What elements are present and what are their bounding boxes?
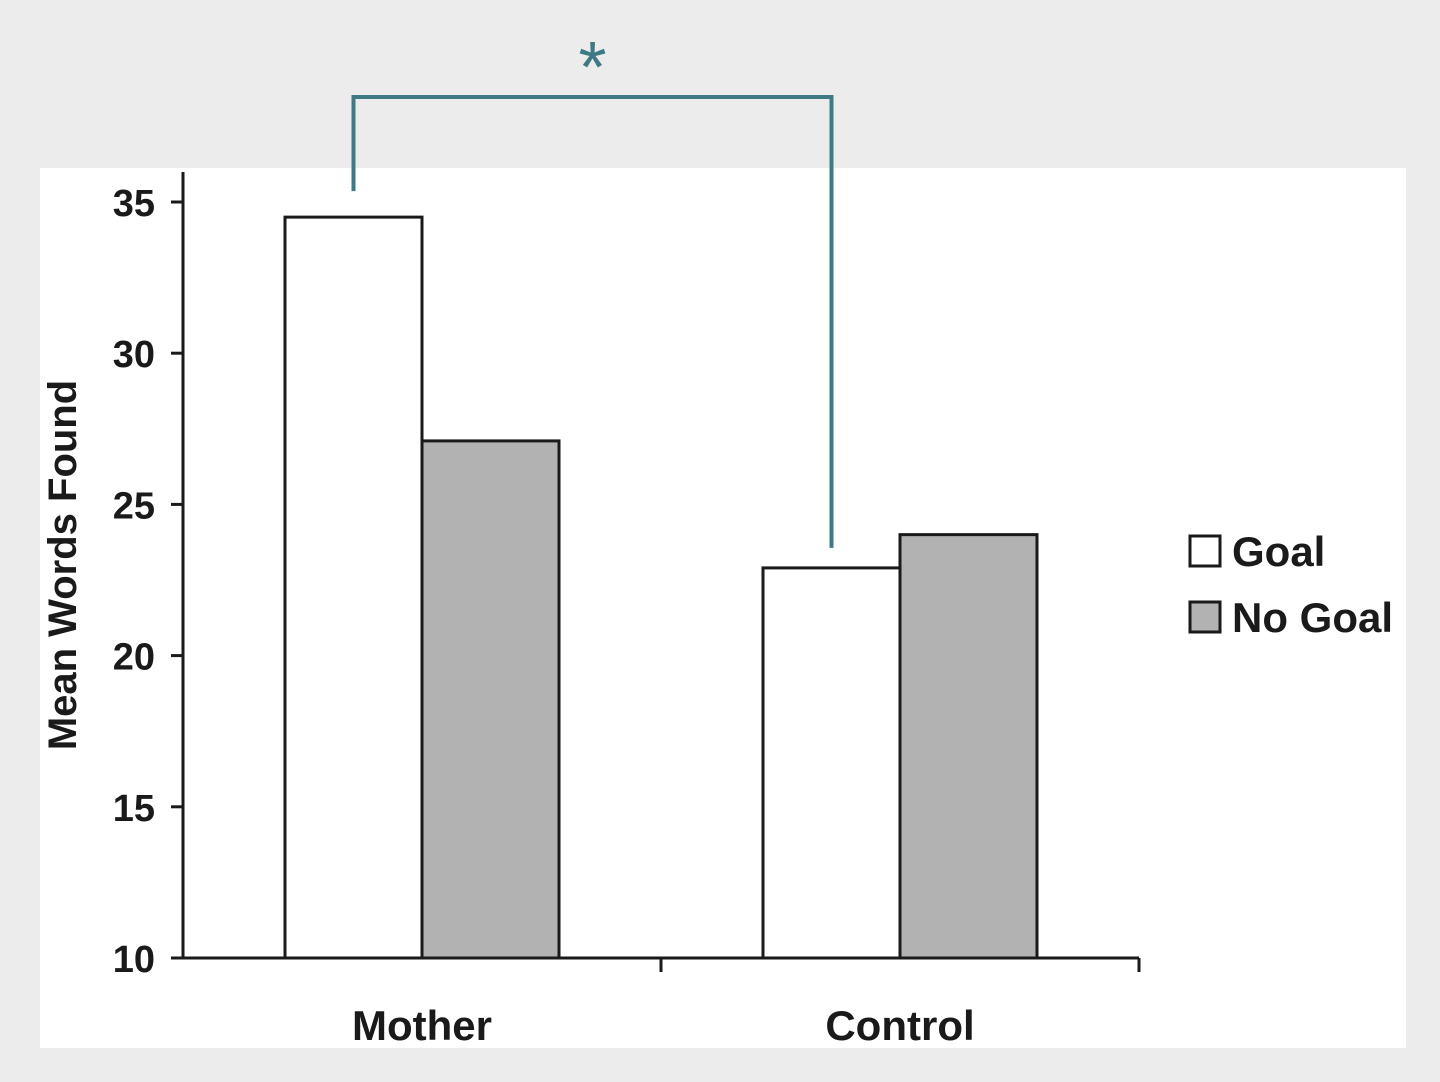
significance-bracket: * bbox=[351, 28, 834, 548]
y-tick-label: 30 bbox=[113, 334, 155, 376]
x-tick-label: Control bbox=[825, 1002, 974, 1049]
bar-control-no-goal bbox=[898, 533, 1039, 960]
bar-mother-no-goal bbox=[420, 439, 561, 960]
y-ticks-group: 10 15 20 25 30 35 bbox=[113, 183, 183, 981]
y-tick-label: 35 bbox=[113, 183, 155, 225]
y-tick-label: 10 bbox=[113, 939, 155, 981]
bar-control-goal bbox=[761, 566, 902, 960]
y-tick-label: 25 bbox=[113, 485, 155, 527]
bar-mother-goal bbox=[283, 215, 424, 960]
bars-group bbox=[283, 215, 1039, 960]
legend: Goal No Goal bbox=[1188, 528, 1393, 641]
y-tick-label: 15 bbox=[113, 788, 155, 830]
legend-label: No Goal bbox=[1232, 594, 1393, 641]
significance-star: * bbox=[578, 28, 606, 108]
x-ticks-group: Mother Control bbox=[352, 958, 1141, 1049]
plot-background bbox=[40, 168, 1406, 1048]
y-axis-label: Mean Words Found bbox=[41, 380, 85, 750]
x-tick-label: Mother bbox=[352, 1002, 492, 1049]
bracket-line bbox=[351, 95, 834, 548]
legend-swatch bbox=[1188, 600, 1222, 634]
y-tick-label: 20 bbox=[113, 637, 155, 679]
legend-swatch bbox=[1188, 534, 1222, 568]
legend-label: Goal bbox=[1232, 528, 1325, 575]
